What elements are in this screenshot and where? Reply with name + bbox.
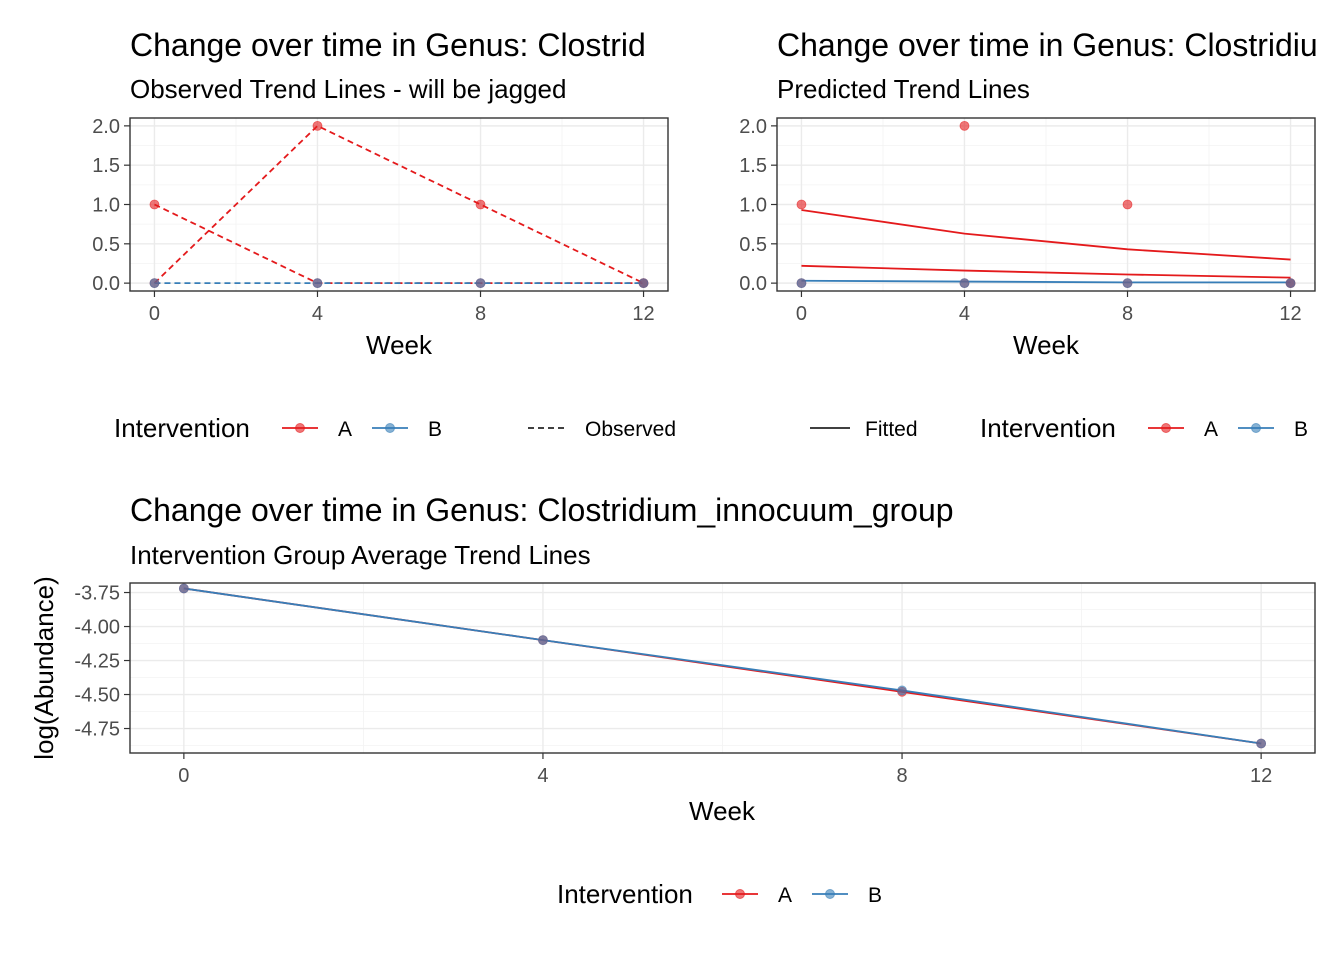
x-tick-label: 12 [1250,765,1272,787]
panel-border [129,117,669,292]
plot-area: 0 4 8 12 0.0 0.5 1.0 1.5 2.0 [92,116,669,325]
data-point-A [312,120,323,131]
chart-title: Change over time in Genus: Clostridium_i… [130,492,954,528]
x-tick-label: 4 [312,303,323,325]
x-axis-title: Week [1013,330,1080,360]
data-point-B [1285,278,1296,289]
legend-label-linetype: Observed [585,418,676,441]
y-tick-label: 1.5 [92,155,120,177]
x-tick-label: 12 [632,303,654,325]
plot-area: 0 4 8 12 -3.75 -4.00 -4.25 -4.50 -4.75 [74,582,1316,787]
plot-area: 0 4 8 12 0.0 0.5 1.0 1.5 2.0 [739,116,1316,325]
x-tick-label: 8 [896,765,907,787]
y-tick-label: 0.5 [739,234,767,256]
y-tick-label: -4.25 [74,651,120,673]
series-line-B [183,587,1262,745]
chart-subtitle: Predicted Trend Lines [777,74,1030,104]
legend-key-point-A [735,889,745,899]
data-point-B [312,278,323,289]
chart-average: Change over time in Genus: Clostridium_i… [29,492,1316,909]
chart-subtitle: Intervention Group Average Trend Lines [130,540,591,570]
data-point-A [959,120,970,131]
series-line-A [801,264,1291,279]
chart-title: Change over time in Genus: Clostridiu [777,27,1318,63]
chart-observed: Change over time in Genus: Clostrid Obse… [92,27,676,443]
legend-key-point-B [825,889,835,899]
data-point-B [475,278,486,289]
data-point-B [149,278,160,289]
legend-key-point-B [1251,423,1261,433]
data-point-B [638,278,649,289]
series-line-A [801,209,1291,261]
legend-label-linetype: Fitted [865,418,918,441]
x-tick-label: 12 [1279,303,1301,325]
data-point-B [538,635,548,646]
data-point-A [149,199,160,210]
legend-key-point-A [1161,423,1171,433]
legend-key-point-A [295,423,305,433]
legend-label-A: A [778,884,792,907]
x-axis-title: Week [689,796,756,826]
y-tick-label: 2.0 [739,116,767,138]
y-tick-label: -4.75 [74,719,120,741]
series-line-B [801,279,1291,284]
y-tick-label: 2.0 [92,116,120,138]
legend: Intervention A B Fitted [810,413,1308,443]
y-tick-label: 1.5 [739,155,767,177]
data-point-B [1122,278,1133,289]
data-point-A [796,199,807,210]
legend-label-A: A [1204,418,1218,441]
data-point-B [1256,738,1267,749]
chart-title: Change over time in Genus: Clostrid [130,27,646,63]
y-tick-label: 1.0 [92,195,120,217]
y-tick-label: 0.5 [92,234,120,256]
y-tick-label: 0.0 [92,273,120,295]
legend-title: Intervention [980,413,1116,443]
series-line-A [153,124,644,284]
legend-label-A: A [338,418,352,441]
x-tick-label: 4 [537,765,548,787]
y-tick-label: -3.75 [74,583,120,605]
data-point-B [796,278,807,289]
data-point-B [959,278,970,289]
y-tick-label: -4.50 [74,685,120,707]
data-point-A [475,199,486,210]
panel-border [776,117,1316,292]
legend-key-point-B [385,423,395,433]
legend: Intervention A B Observed [114,413,676,443]
data-point-A [1122,199,1133,210]
legend-label-B: B [1294,418,1308,441]
x-tick-label: 0 [796,303,807,325]
chart-subtitle: Observed Trend Lines - will be jagged [130,74,566,104]
chart-predicted: Change over time in Genus: Clostridiu Pr… [739,27,1318,443]
legend-label-B: B [428,418,442,441]
x-axis-title: Week [366,330,433,360]
legend-title: Intervention [114,413,250,443]
y-tick-label: -4.00 [74,617,120,639]
x-tick-label: 8 [1122,303,1133,325]
x-tick-label: 4 [959,303,970,325]
x-tick-label: 0 [178,765,189,787]
x-tick-label: 0 [149,303,160,325]
data-point-B [897,685,907,696]
data-point-B [178,583,189,594]
legend-title: Intervention [557,879,693,909]
legend: Intervention A B [557,879,882,909]
x-tick-label: 8 [475,303,486,325]
legend-label-B: B [868,884,882,907]
y-tick-label: 0.0 [739,273,767,295]
panel-border [129,582,1316,754]
y-tick-label: 1.0 [739,195,767,217]
y-axis-title: log(Abundance) [29,576,59,760]
